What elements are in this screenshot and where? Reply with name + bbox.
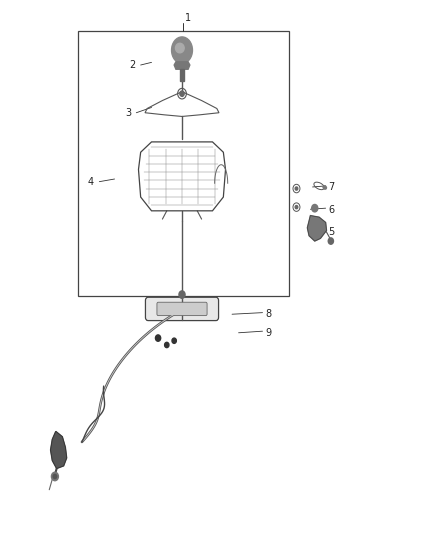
Circle shape [312,205,318,212]
Circle shape [179,291,185,298]
Circle shape [295,206,298,209]
Circle shape [180,91,184,96]
Text: 3: 3 [125,108,131,118]
Text: 8: 8 [265,309,272,319]
Ellipse shape [176,43,184,53]
Ellipse shape [172,37,192,63]
Circle shape [155,335,161,341]
Circle shape [172,338,177,343]
FancyBboxPatch shape [145,297,219,320]
Circle shape [328,238,333,244]
Circle shape [165,342,169,348]
Polygon shape [50,431,67,469]
Circle shape [51,472,58,481]
Polygon shape [174,62,190,69]
Text: 2: 2 [129,60,135,70]
Text: 9: 9 [265,328,272,338]
Bar [78,30,289,296]
Text: 1: 1 [185,13,191,23]
Polygon shape [307,216,326,241]
Ellipse shape [323,186,326,189]
Text: 5: 5 [328,227,335,237]
Circle shape [295,187,298,190]
Text: 6: 6 [328,205,335,215]
Circle shape [53,474,57,479]
Text: 4: 4 [88,176,94,187]
FancyBboxPatch shape [157,302,207,316]
Bar [180,69,184,81]
Text: 7: 7 [328,182,335,192]
